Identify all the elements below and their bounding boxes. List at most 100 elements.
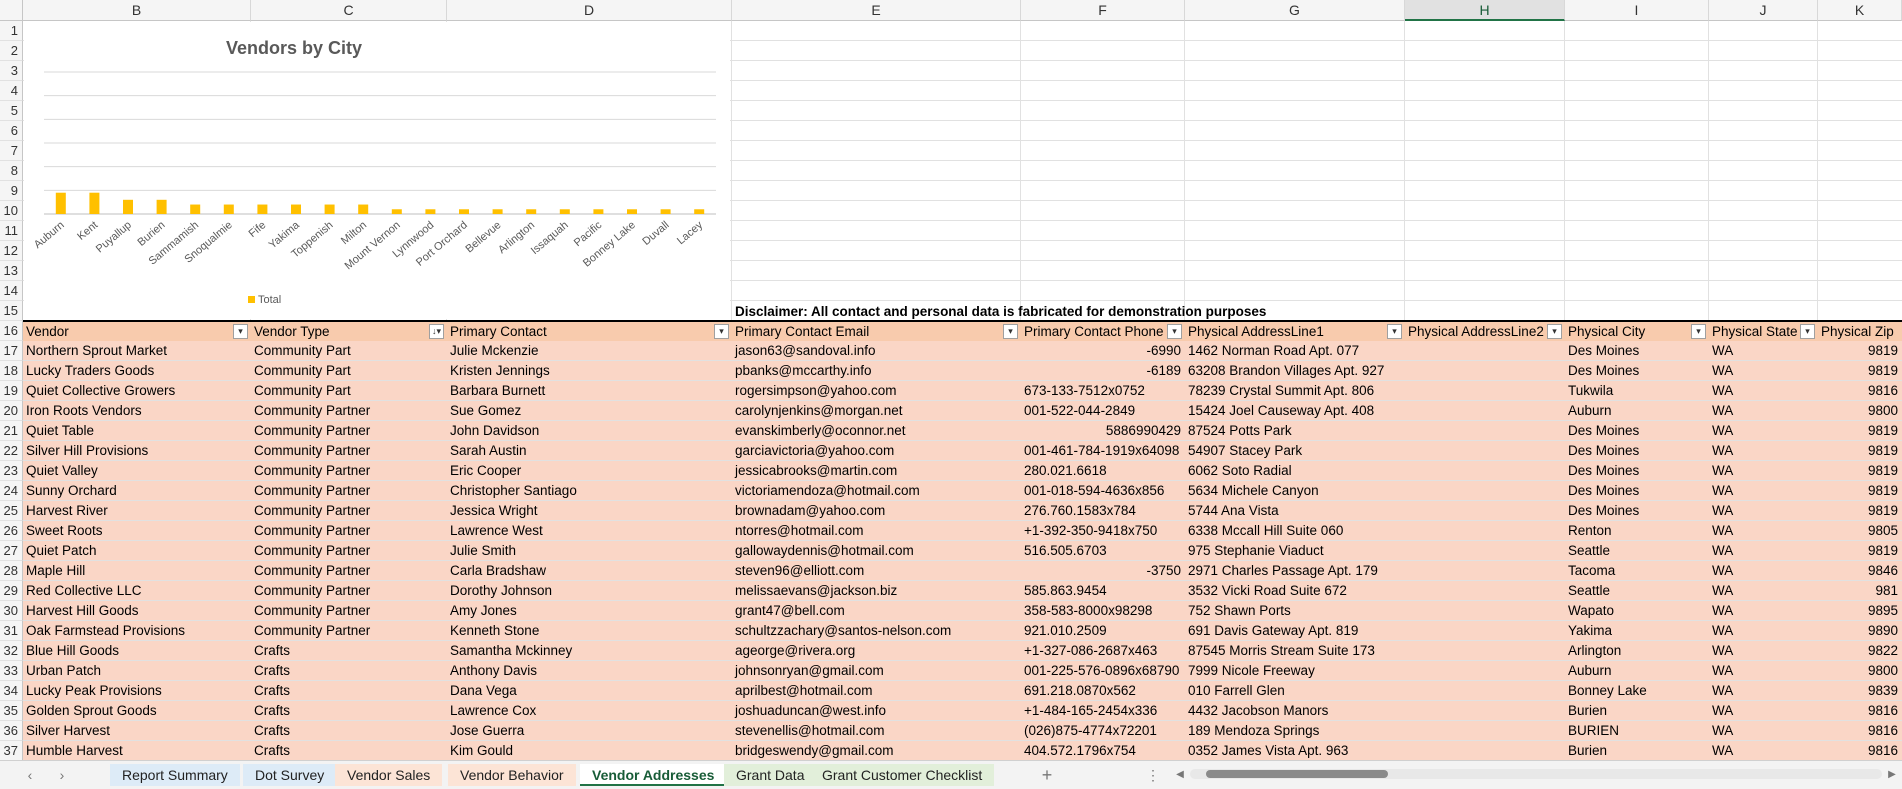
- row-header-6[interactable]: 6: [0, 121, 23, 141]
- table-cell[interactable]: Quiet Collective Growers: [26, 383, 176, 398]
- table-cell[interactable]: Des Moines: [1568, 463, 1640, 478]
- column-header-g[interactable]: G: [1185, 0, 1405, 21]
- table-cell[interactable]: 9839: [1867, 683, 1898, 698]
- table-cell[interactable]: 981: [1875, 583, 1898, 598]
- scroll-right-icon[interactable]: ▶: [1888, 769, 1896, 780]
- table-cell[interactable]: Kristen Jennings: [450, 363, 550, 378]
- table-cell[interactable]: [1405, 581, 1564, 600]
- table-cell[interactable]: [1405, 361, 1564, 380]
- table-cell[interactable]: Tacoma: [1568, 563, 1616, 578]
- table-cell[interactable]: 010 Farrell Glen: [1188, 683, 1285, 698]
- table-cell[interactable]: WA: [1712, 563, 1734, 578]
- filter-dropdown-icon[interactable]: ▾: [1691, 324, 1706, 339]
- table-cell[interactable]: Maple Hill: [26, 563, 86, 578]
- column-header-f[interactable]: F: [1021, 0, 1185, 21]
- row-header-3[interactable]: 3: [0, 61, 23, 81]
- table-cell[interactable]: 9800: [1867, 403, 1898, 418]
- table-cell[interactable]: grant47@bell.com: [735, 603, 845, 618]
- table-header-cell[interactable]: Vendor Type ↓▾: [251, 322, 446, 341]
- table-cell[interactable]: [1405, 401, 1564, 420]
- table-cell[interactable]: Silver Harvest: [26, 723, 111, 738]
- row-header-30[interactable]: 30: [0, 601, 23, 621]
- chart-bar[interactable]: [257, 204, 268, 214]
- table-cell[interactable]: jessicabrooks@martin.com: [735, 463, 898, 478]
- table-cell[interactable]: Wapato: [1568, 603, 1615, 618]
- table-cell[interactable]: Auburn: [1568, 403, 1612, 418]
- filter-dropdown-icon[interactable]: ▾: [233, 324, 248, 339]
- table-cell[interactable]: Lucky Traders Goods: [26, 363, 155, 378]
- filter-dropdown-icon[interactable]: ▾: [1167, 324, 1182, 339]
- table-cell[interactable]: [1405, 501, 1564, 520]
- table-cell[interactable]: gallowaydennis@hotmail.com: [735, 543, 914, 558]
- table-cell[interactable]: 9819: [1867, 543, 1898, 558]
- table-cell[interactable]: [1405, 721, 1564, 740]
- chart-bar[interactable]: [492, 209, 503, 214]
- table-cell[interactable]: Crafts: [254, 683, 291, 698]
- table-cell[interactable]: 9816: [1867, 723, 1898, 738]
- prev-sheet-arrow-icon[interactable]: ‹: [27, 767, 33, 783]
- table-cell[interactable]: 001-225-576-0896x68790: [1024, 663, 1180, 678]
- table-cell[interactable]: WA: [1712, 703, 1734, 718]
- table-cell[interactable]: Humble Harvest: [26, 743, 123, 758]
- chart-bar[interactable]: [559, 209, 570, 214]
- table-cell[interactable]: WA: [1712, 663, 1734, 678]
- table-cell[interactable]: [1405, 441, 1564, 460]
- table-cell[interactable]: Urban Patch: [26, 663, 102, 678]
- table-cell[interactable]: WA: [1712, 383, 1734, 398]
- next-sheet-arrow-icon[interactable]: ›: [59, 767, 65, 783]
- table-cell[interactable]: Red Collective LLC: [26, 583, 142, 598]
- table-cell[interactable]: 9890: [1867, 623, 1898, 638]
- sheet-tab-vendor-behavior[interactable]: Vendor Behavior: [448, 764, 576, 786]
- table-cell[interactable]: [1405, 461, 1564, 480]
- chart-bar[interactable]: [459, 209, 469, 214]
- table-cell[interactable]: stevenellis@hotmail.com: [735, 723, 885, 738]
- table-cell[interactable]: [1405, 621, 1564, 640]
- table-cell[interactable]: 691 Davis Gateway Apt. 819: [1188, 623, 1359, 638]
- table-cell[interactable]: [1405, 521, 1564, 540]
- table-cell[interactable]: 585.863.9454: [1024, 583, 1107, 598]
- table-cell[interactable]: WA: [1712, 443, 1734, 458]
- chart-bar[interactable]: [291, 204, 301, 214]
- table-cell[interactable]: WA: [1712, 543, 1734, 558]
- table-cell[interactable]: Community Partner: [254, 623, 371, 638]
- sort-filter-dropdown-icon[interactable]: ↓▾: [429, 324, 444, 339]
- table-cell[interactable]: -6990: [1146, 343, 1181, 358]
- table-header-cell[interactable]: Physical AddressLine2 ▾: [1405, 322, 1564, 341]
- table-cell[interactable]: 2971 Charles Passage Apt. 179: [1188, 563, 1378, 578]
- table-cell[interactable]: 975 Stephanie Viaduct: [1188, 543, 1324, 558]
- table-cell[interactable]: Crafts: [254, 723, 291, 738]
- filter-dropdown-icon[interactable]: ▾: [1800, 324, 1815, 339]
- table-cell[interactable]: Christopher Santiago: [450, 483, 577, 498]
- row-header-16[interactable]: 16: [0, 321, 23, 341]
- table-cell[interactable]: 9822: [1867, 643, 1898, 658]
- row-header-8[interactable]: 8: [0, 161, 23, 181]
- table-cell[interactable]: Community Partner: [254, 463, 371, 478]
- sheet-tab-vendor-addresses[interactable]: Vendor Addresses: [580, 764, 727, 786]
- table-cell[interactable]: joshuaduncan@west.info: [735, 703, 887, 718]
- table-cell[interactable]: 9816: [1867, 743, 1898, 758]
- table-header-cell[interactable]: Vendor ▾: [23, 322, 250, 341]
- chart-bar[interactable]: [391, 209, 402, 214]
- table-header-cell[interactable]: Primary Contact Email ▾: [732, 322, 1020, 341]
- table-header-cell[interactable]: Primary Contact Phone ▾: [1021, 322, 1184, 341]
- row-header-28[interactable]: 28: [0, 561, 23, 581]
- table-cell[interactable]: WA: [1712, 423, 1734, 438]
- table-cell[interactable]: 5744 Ana Vista: [1188, 503, 1279, 518]
- table-cell[interactable]: [1405, 701, 1564, 720]
- row-header-25[interactable]: 25: [0, 501, 23, 521]
- table-cell[interactable]: Community Partner: [254, 603, 371, 618]
- table-cell[interactable]: Community Part: [254, 343, 351, 358]
- table-cell[interactable]: ntorres@hotmail.com: [735, 523, 864, 538]
- table-cell[interactable]: [1405, 481, 1564, 500]
- table-cell[interactable]: WA: [1712, 623, 1734, 638]
- table-cell[interactable]: [1405, 681, 1564, 700]
- table-cell[interactable]: Burien: [1568, 743, 1608, 758]
- table-cell[interactable]: Community Partner: [254, 543, 371, 558]
- table-cell[interactable]: WA: [1712, 503, 1734, 518]
- row-header-13[interactable]: 13: [0, 261, 23, 281]
- chart-bar[interactable]: [55, 192, 66, 214]
- table-cell[interactable]: 001-018-594-4636x856: [1024, 483, 1165, 498]
- table-cell[interactable]: Sunny Orchard: [26, 483, 117, 498]
- table-cell[interactable]: Lawrence Cox: [450, 703, 537, 718]
